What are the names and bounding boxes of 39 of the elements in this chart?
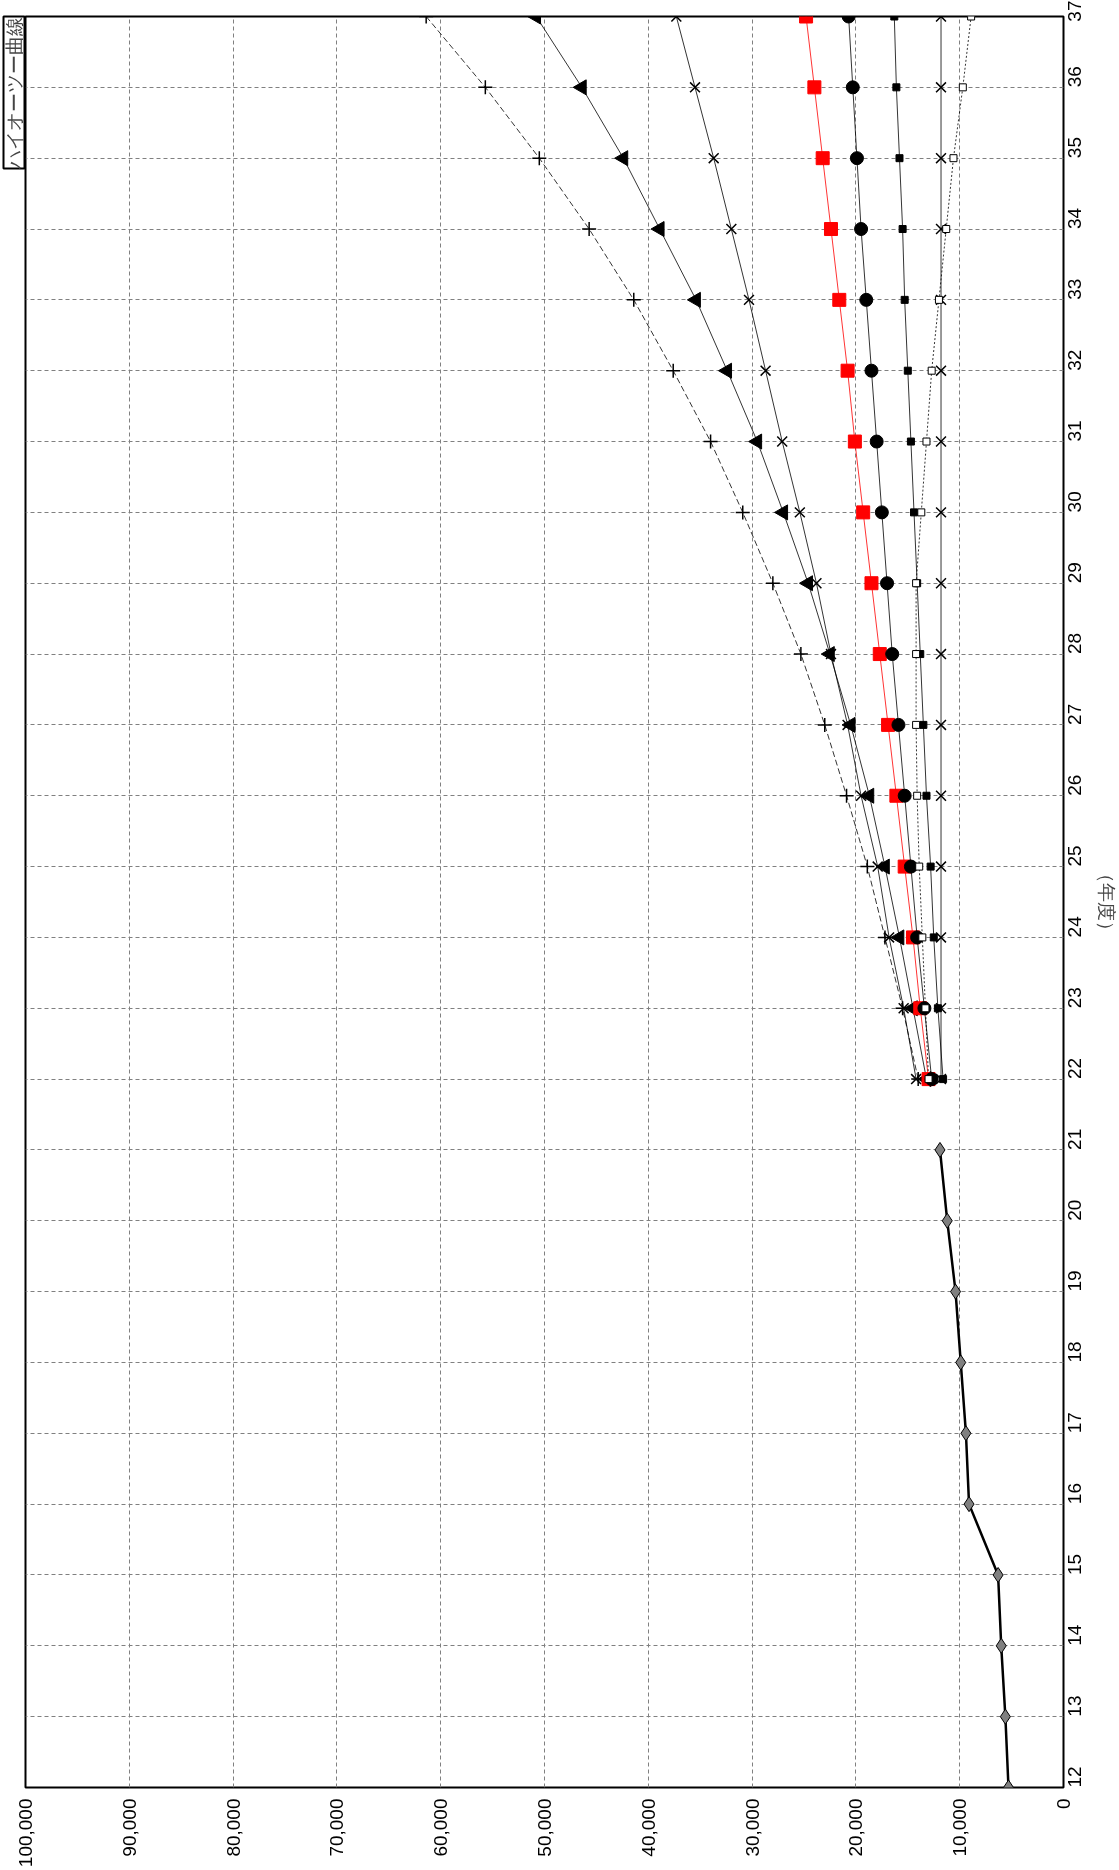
y-tick-label: 33 [1064,278,1085,300]
y-tick-label: 29 [1064,562,1085,584]
x-tick-label: 100,000 [15,1798,36,1868]
y-tick-label: 16 [1064,1483,1085,1505]
y-tick-label: 24 [1064,915,1085,938]
y-tick-label: 14 [1064,1624,1085,1646]
y-tick-label: 35 [1064,137,1085,159]
x-tick-label: 70,000 [326,1798,348,1857]
y-tick-label: 32 [1064,349,1085,371]
x-tick-label: 90,000 [118,1798,140,1857]
y-tick-label: 36 [1064,66,1085,88]
y-tick-label: 12 [1064,1766,1085,1788]
y-tick-label: 23 [1064,987,1085,1009]
text: ハイオーツー曲線 [3,16,25,170]
y-tick-label: 34 [1064,207,1085,230]
y-tick-label: 17 [1064,1412,1085,1434]
y-axis-title: （年度） [1095,864,1117,940]
y-tick-label: 21 [1064,1128,1085,1150]
y-tick-label: 13 [1064,1695,1085,1717]
x-tick-label: 20,000 [845,1798,867,1857]
y-tick-label: 27 [1064,703,1085,725]
x-tick-label: 80,000 [222,1798,244,1857]
y-tick-label: 20 [1064,1199,1085,1221]
x-tick-label: 30,000 [741,1798,763,1857]
y-tick-label: 28 [1064,632,1085,655]
x-tick-label: 50,000 [534,1798,555,1857]
x-tick-label: 10,000 [949,1798,971,1857]
y-tick-label: 18 [1064,1341,1085,1363]
y-tick-label: 15 [1064,1553,1085,1575]
y-tick-label: 25 [1064,845,1085,867]
y-tick-label: 37 [1064,0,1085,22]
y-tick-label: 26 [1064,774,1085,796]
y-tick-label: 19 [1064,1270,1085,1292]
x-tick-label: 40,000 [637,1798,659,1857]
y-tick-label: 30 [1064,491,1085,513]
y-tick-label: 22 [1064,1057,1085,1080]
x-tick-label: 60,000 [430,1798,452,1857]
x-tick-label: 0 [1053,1798,1074,1810]
y-tick-label: 31 [1064,420,1085,442]
